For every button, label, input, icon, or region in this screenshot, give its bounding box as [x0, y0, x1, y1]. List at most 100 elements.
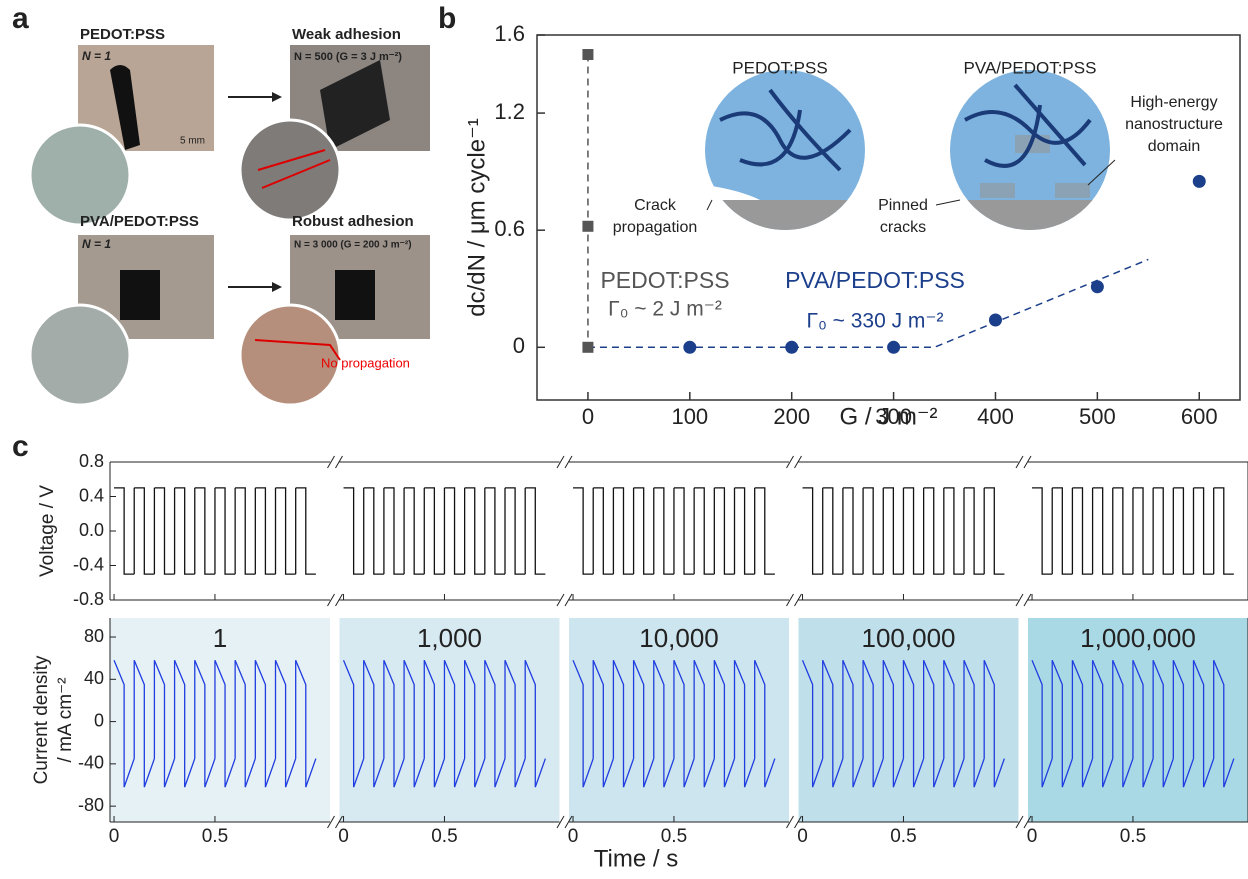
segment-background — [339, 618, 560, 822]
wave-cycle — [903, 487, 924, 575]
photo-caption: N = 1 — [82, 237, 111, 251]
inset-title: PEDOT:PSS — [732, 58, 827, 77]
wave-cycle — [694, 487, 715, 575]
wave-cycle — [882, 660, 905, 788]
wave-cycle — [403, 660, 425, 788]
x-tick-label: 0.5 — [202, 826, 228, 847]
wave-cycle — [693, 660, 715, 788]
segment-label: 100,000 — [862, 623, 956, 653]
wave-cycle — [612, 660, 635, 788]
wave-cycle — [1092, 487, 1113, 575]
x-tick-label: 500 — [1079, 404, 1116, 429]
photo-caption: N = 1 — [82, 49, 111, 63]
axis-break — [1015, 455, 1032, 469]
inset-callout: Crack — [634, 197, 677, 214]
wave-cycle — [134, 487, 155, 575]
wave-cycle — [963, 660, 985, 788]
wave-cycle — [133, 660, 156, 788]
axis-break — [786, 455, 802, 469]
wave-cycle — [902, 660, 925, 788]
y-tick-label: 80 — [84, 626, 104, 646]
wave-cycle — [154, 487, 175, 575]
wave-cycle — [444, 487, 465, 575]
panel-label: a — [12, 2, 29, 35]
wave-cycle — [342, 660, 365, 788]
x-axis-label: G / J m⁻² — [840, 403, 938, 430]
axis-break — [556, 455, 573, 469]
wave-cycle — [295, 487, 316, 575]
wave-cycle — [842, 660, 864, 788]
inset-diagram — [705, 70, 1116, 230]
wave-cycle — [464, 487, 485, 575]
data-point — [683, 340, 697, 354]
axis-break — [327, 455, 343, 469]
wave-cycle — [733, 660, 756, 788]
wave-cycle — [1091, 660, 1114, 788]
wave-cycle — [363, 660, 385, 788]
photo-caption: N = 3 000 (G = 200 J m⁻²) — [294, 240, 412, 251]
wave-cycle — [593, 487, 614, 575]
inset-callout: nanostructure — [1125, 116, 1223, 133]
segment-label: 10,000 — [639, 623, 719, 653]
inset-callout: High-energy — [1130, 94, 1217, 111]
data-point — [988, 313, 1002, 327]
wave-cycle — [235, 487, 256, 575]
wave-cycle — [592, 660, 615, 788]
data-point — [582, 220, 594, 232]
wave-cycle — [842, 487, 864, 575]
wave-cycle — [984, 487, 1005, 575]
wave-cycle — [1031, 660, 1053, 788]
axis-break — [327, 815, 343, 829]
x-tick-label: 0 — [1027, 826, 1038, 847]
axis-break — [556, 593, 573, 607]
wave-cycle — [484, 660, 506, 788]
x-tick-label: 300 — [875, 404, 912, 429]
wave-cycle — [801, 660, 824, 788]
wave-cycle — [1051, 660, 1074, 788]
y-tick-label: 0.4 — [79, 485, 104, 505]
wave-cycle — [802, 487, 823, 575]
wave-cycle — [173, 660, 196, 788]
wave-cycle — [1032, 487, 1053, 575]
wave-cycle — [862, 660, 884, 788]
x-tick-label: 0.5 — [431, 826, 457, 847]
y-tick-label: 0.6 — [494, 216, 525, 241]
wave-cycle — [254, 660, 277, 788]
x-tick-label: 0.5 — [661, 826, 687, 847]
wave-cycle — [383, 660, 405, 788]
x-tick-label: 0 — [109, 826, 120, 847]
segment-background — [110, 618, 330, 822]
wave-cycle — [613, 487, 634, 575]
plot-frame — [536, 34, 1241, 401]
x-tick-label: 600 — [1181, 404, 1218, 429]
x-tick-label: 400 — [977, 404, 1014, 429]
axis-break — [327, 593, 343, 607]
series-label: PVA/PEDOT:PSS — [785, 267, 965, 293]
y-tick-label: 0.0 — [79, 520, 104, 540]
inset-callout: cracks — [880, 219, 926, 236]
wave-cycle — [1132, 487, 1154, 575]
wave-cycle — [1153, 487, 1174, 575]
wave-cycle — [1072, 487, 1093, 575]
wave-cycle — [923, 487, 944, 575]
scale-bar-label: 5 mm — [180, 136, 205, 147]
wave-cycle — [923, 660, 945, 788]
wave-cycle — [943, 660, 965, 788]
y-tick-label: -0.8 — [73, 589, 104, 609]
photo-panel — [28, 45, 430, 407]
wave-cycle — [194, 487, 215, 575]
wave-cycle — [214, 487, 236, 575]
wave-cycle — [114, 487, 135, 575]
wave-cycle — [423, 660, 446, 788]
photo-title: PEDOT:PSS — [80, 26, 165, 43]
x-tick-label: 100 — [671, 404, 708, 429]
segment-background — [798, 618, 1019, 822]
x-tick-label: 0 — [338, 826, 349, 847]
y-axis-label: dc/dN / μm cycle⁻¹ — [463, 118, 490, 317]
wave-cycle — [404, 487, 425, 575]
panel-label: c — [12, 430, 29, 463]
data-point — [582, 49, 594, 61]
wave-cycle — [653, 487, 674, 575]
wave-cycle — [274, 660, 297, 788]
panel-label: b — [438, 2, 456, 35]
